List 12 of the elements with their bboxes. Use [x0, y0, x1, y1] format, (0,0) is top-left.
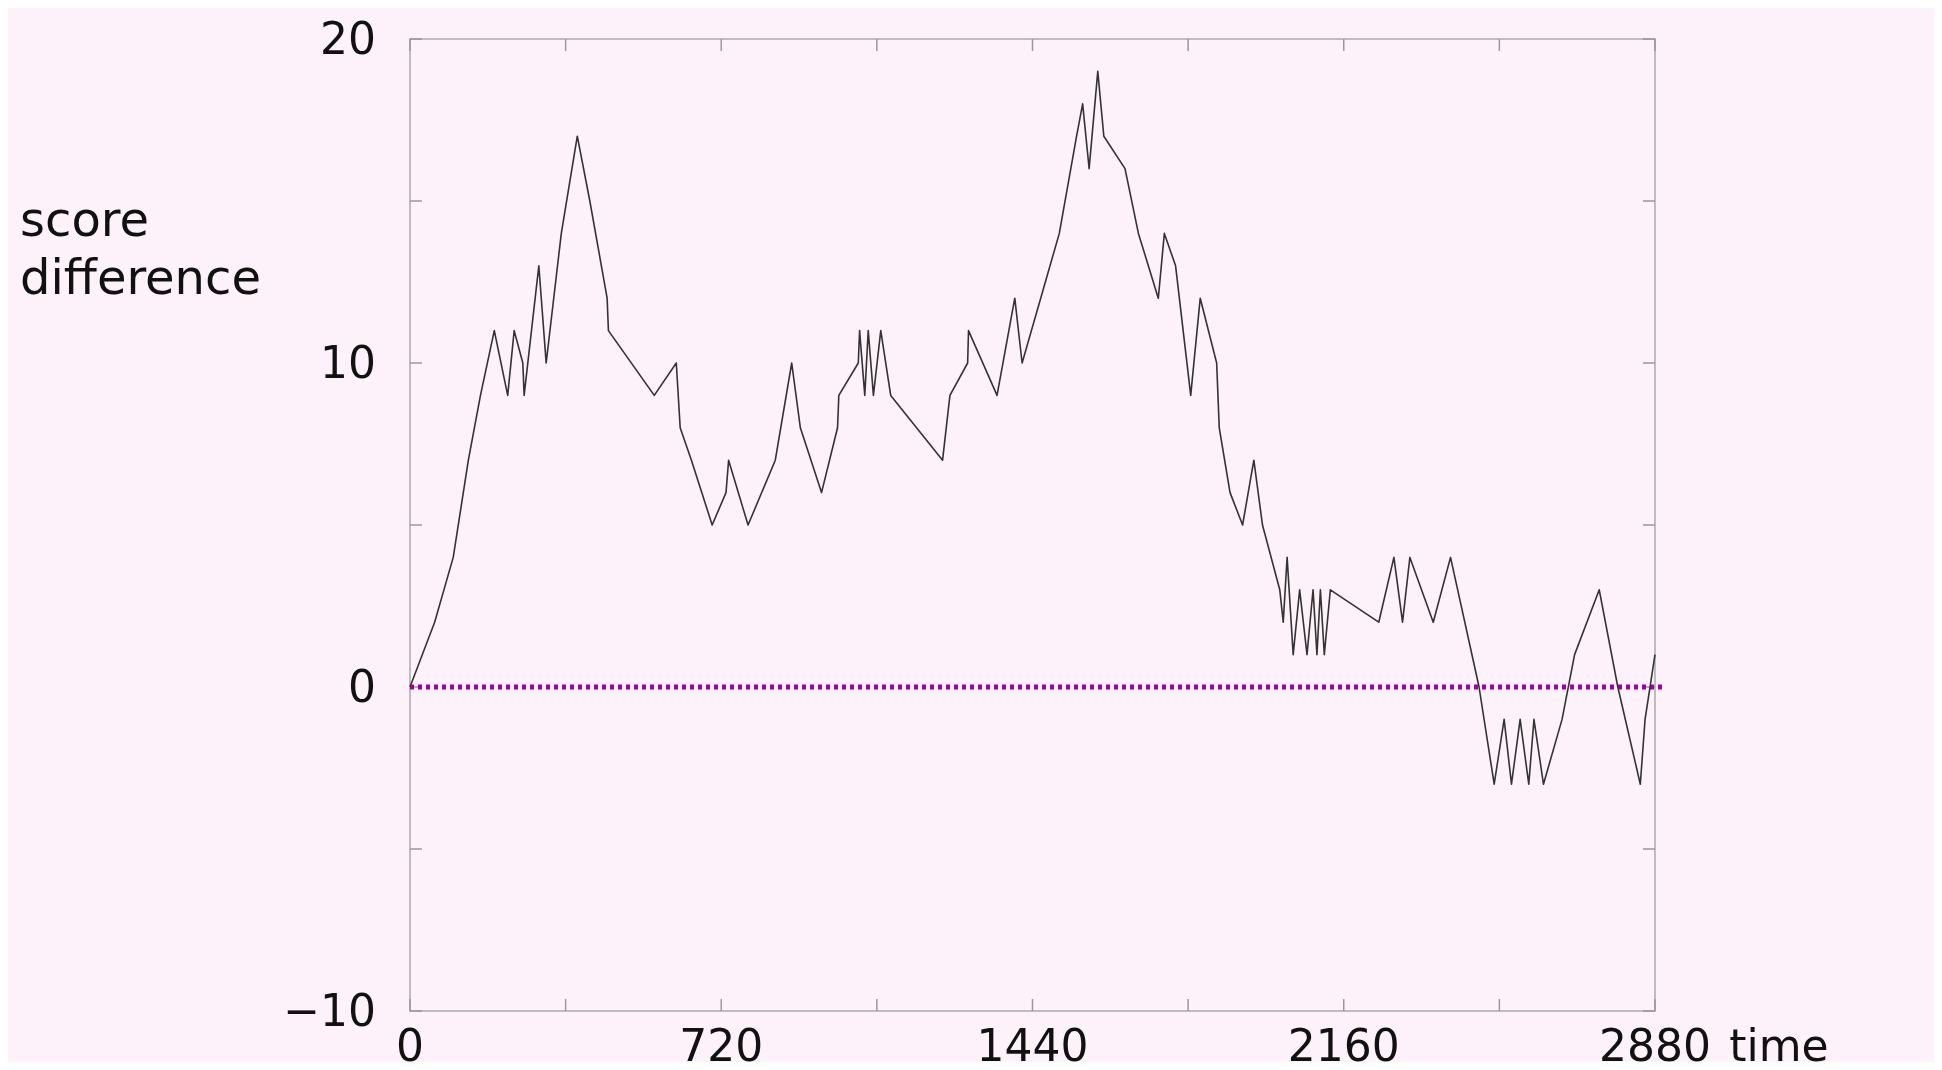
- x-tick-label: 720: [679, 1020, 764, 1070]
- y-tick-label: 20: [320, 13, 376, 64]
- x-tick-label: 0: [396, 1020, 424, 1070]
- x-axis-title: time: [1729, 1020, 1829, 1070]
- y-tick-label: −10: [283, 985, 376, 1036]
- line-series: [409, 70, 1656, 785]
- x-tick-label: 2160: [1287, 1020, 1400, 1070]
- x-tick-label: 2880: [1599, 1020, 1711, 1070]
- x-tick-label: 1440: [976, 1020, 1089, 1070]
- y-tick-label: 10: [320, 337, 376, 388]
- y-axis-title: score difference: [20, 191, 261, 305]
- y-tick-label: 0: [348, 661, 376, 712]
